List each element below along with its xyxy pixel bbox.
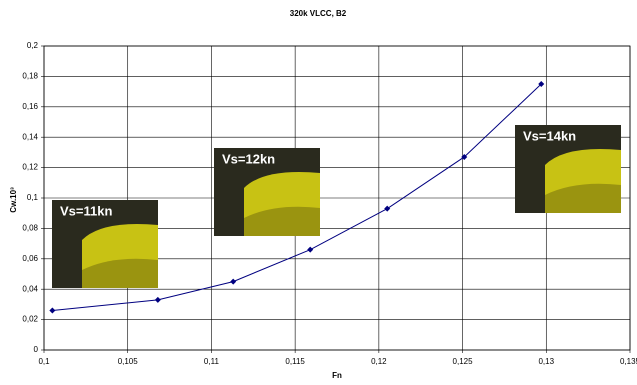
photo-annotation: Vs=11kn	[52, 200, 158, 288]
y-tick-label: 0,2	[27, 41, 39, 50]
annotation-text: Vs=14kn	[523, 128, 576, 143]
x-tick-label: 0,1	[38, 357, 50, 366]
annotation-text: Vs=12kn	[222, 151, 275, 166]
y-tick-label: 0,14	[22, 132, 38, 141]
x-tick-label: 0,11	[204, 357, 220, 366]
chart: 320k VLCC, B2 Fn Cw.10³ 0 0,02 0,04 0,06 0,0…	[0, 0, 637, 385]
y-tick-label: 0,1	[27, 193, 39, 202]
data-point	[307, 247, 313, 253]
photo-annotation: Vs=14kn	[515, 125, 621, 213]
data-point	[230, 279, 236, 285]
annotation-text: Vs=11kn	[60, 203, 112, 218]
y-tick-label: 0,12	[22, 163, 38, 172]
x-tick-label: 0,12	[371, 357, 387, 366]
page: 320k VLCC, B2 Fn Cw.10³ 0 0,02 0,04 0,06 0,0…	[0, 0, 637, 385]
data-point	[155, 297, 161, 303]
x-tick-label: 0,105	[118, 357, 139, 366]
y-tick-label: 0,06	[22, 254, 38, 263]
x-tick-label: 0,115	[285, 357, 305, 366]
y-tick-label: 0,02	[22, 315, 38, 324]
data-point	[384, 206, 390, 212]
x-tick-label: 0,125	[453, 357, 474, 366]
y-tick-label: 0	[34, 345, 39, 354]
y-tick-label: 0,18	[22, 72, 38, 81]
chart-title: 320k VLCC, B2	[290, 9, 347, 18]
y-tick-label: 0,16	[22, 102, 38, 111]
x-tick-label: 0,135	[620, 357, 637, 366]
y-tick-label: 0,04	[22, 284, 38, 293]
x-tick-label: 0,13	[538, 357, 554, 366]
x-axis-label: Fn	[332, 371, 342, 380]
y-tick-label: 0,08	[22, 224, 38, 233]
photo-annotation: Vs=12kn	[214, 148, 320, 236]
y-axis-label: Cw.10³	[9, 187, 18, 213]
data-point	[49, 307, 55, 313]
